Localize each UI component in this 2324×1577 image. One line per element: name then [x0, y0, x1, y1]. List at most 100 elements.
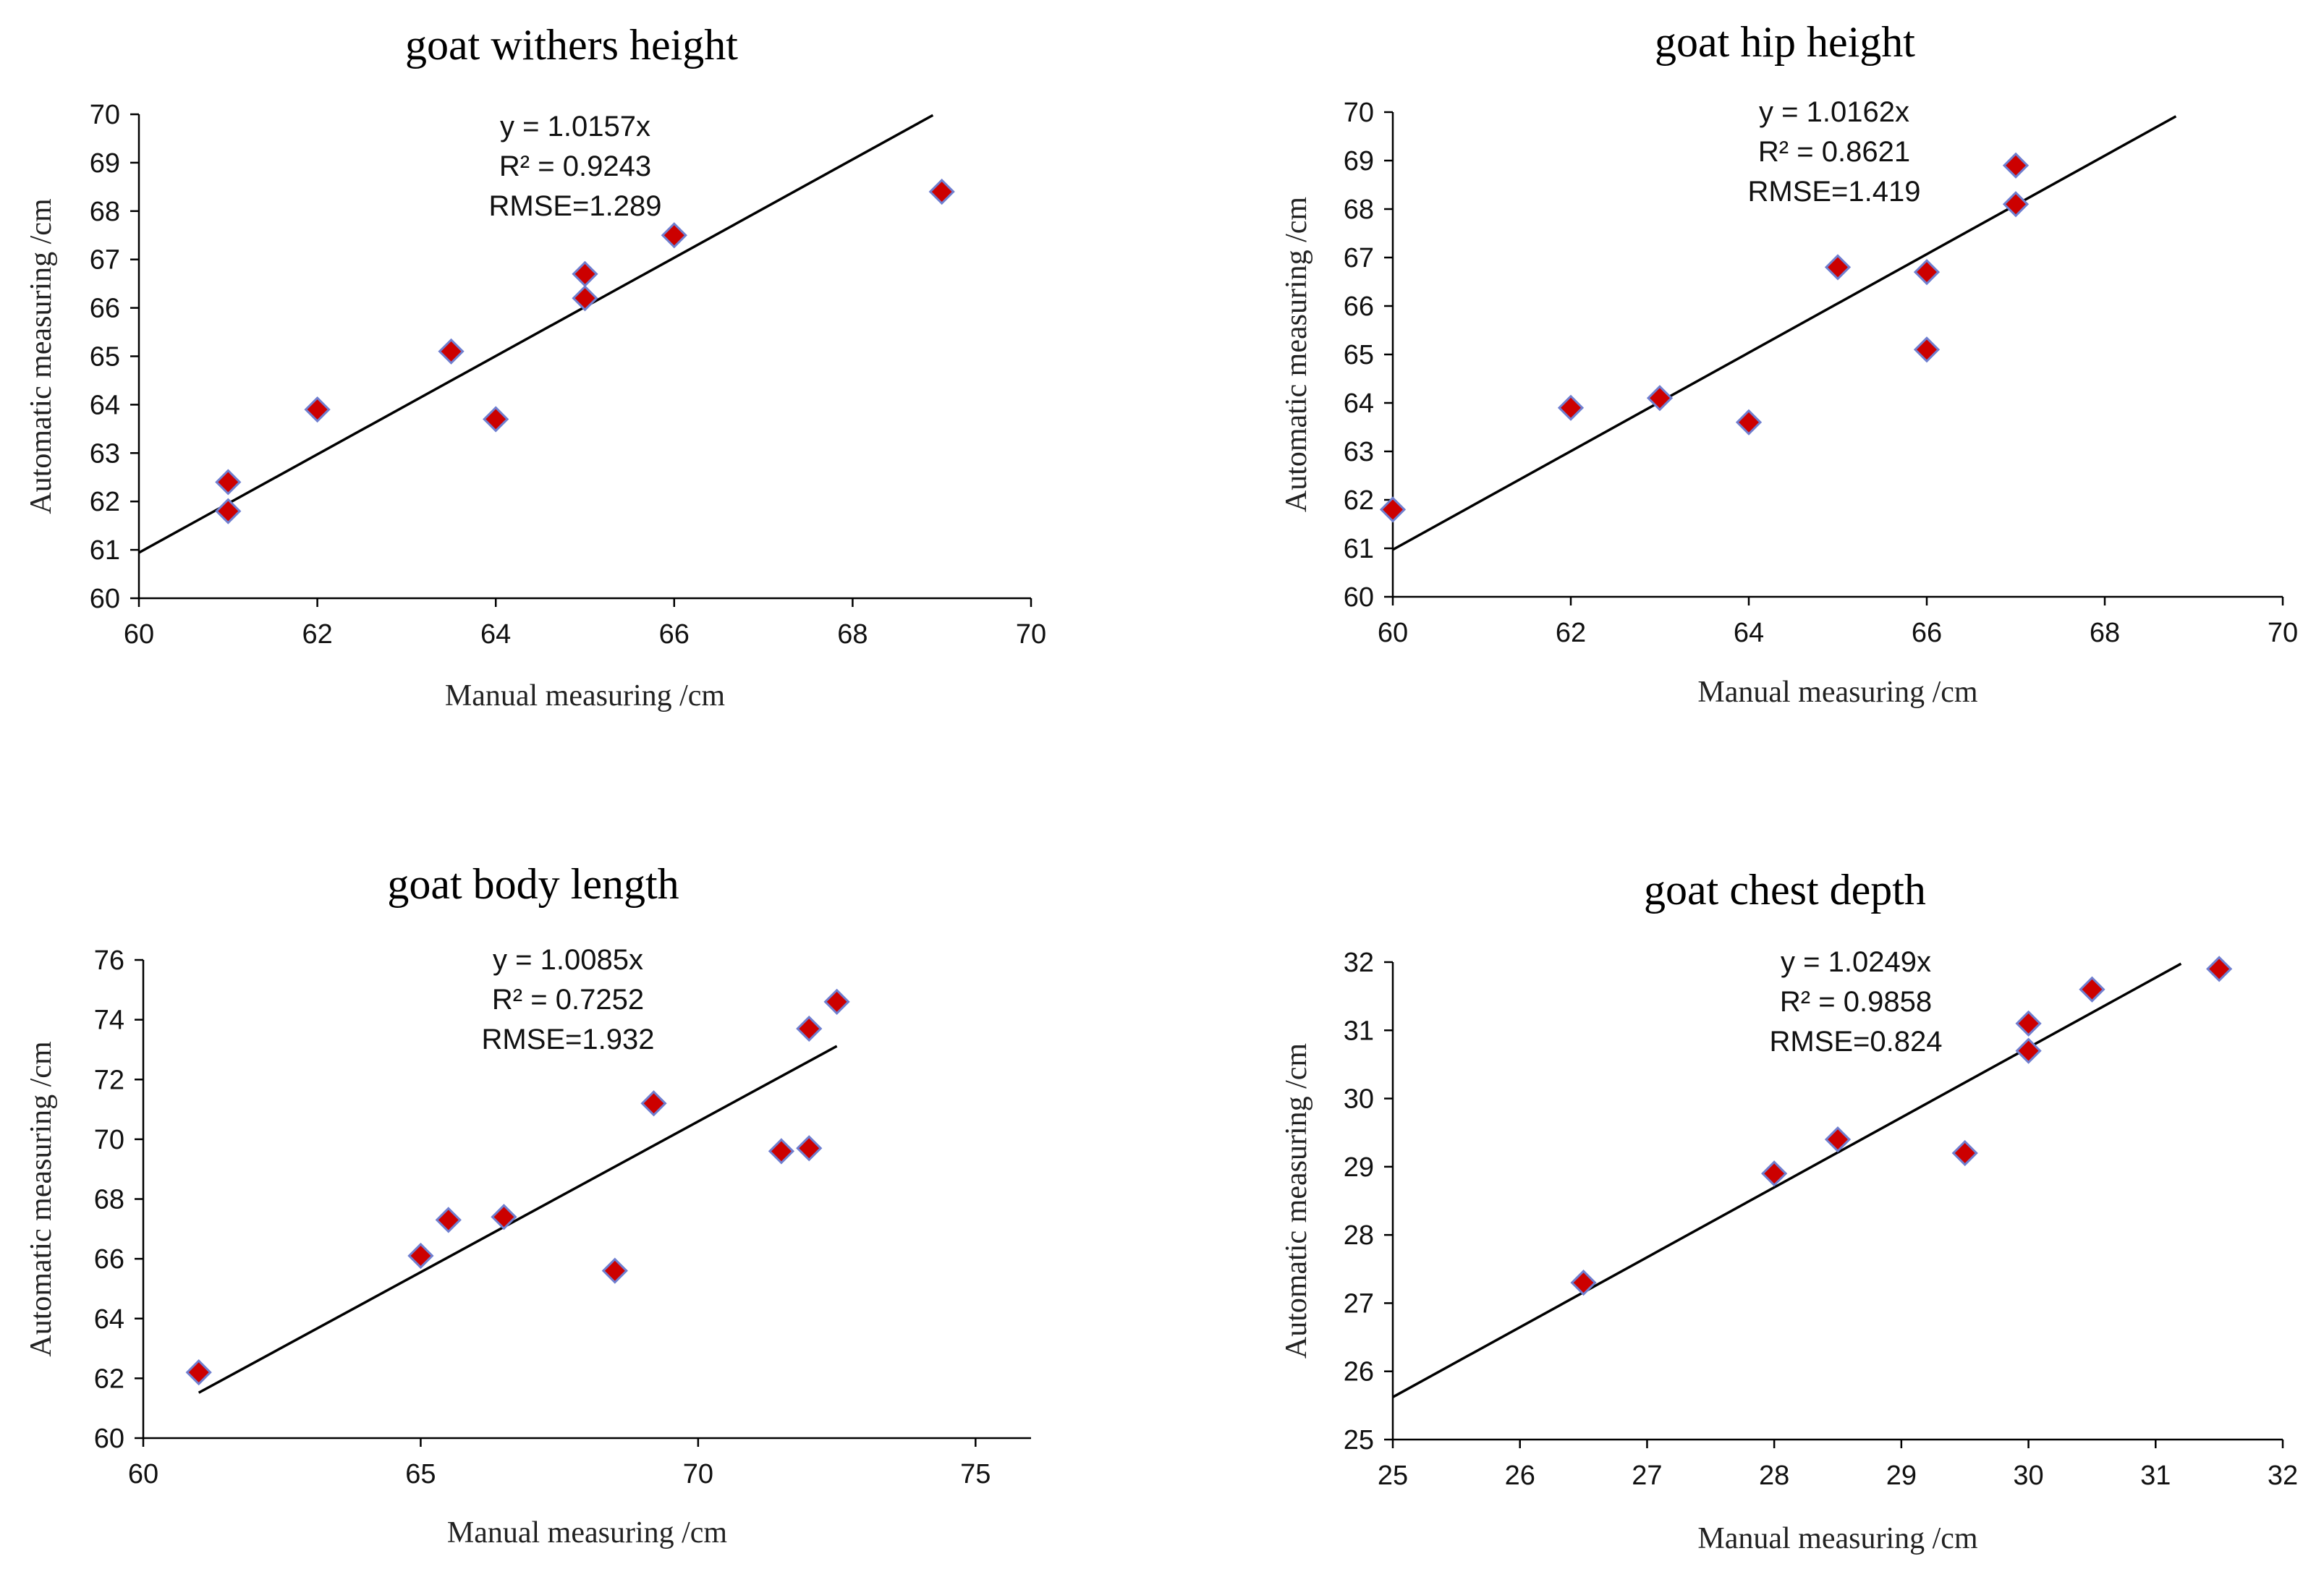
y-tick-label: 69 — [1344, 146, 1374, 177]
y-tick-label: 70 — [90, 100, 120, 130]
x-tick-label: 60 — [128, 1459, 158, 1489]
x-axis-label: Manual measuring /cm — [447, 1516, 728, 1550]
y-axis-label: Automatic measuring /cm — [25, 1041, 58, 1357]
x-axis-label: Manual measuring /cm — [1697, 1522, 1978, 1555]
y-tick-label: 66 — [94, 1244, 124, 1275]
y-tick-label: 72 — [94, 1065, 124, 1095]
y-tick-label: 65 — [1344, 340, 1374, 370]
data-point — [640, 1090, 667, 1117]
data-point — [823, 988, 850, 1015]
regression-annotation: y = 1.0085x — [493, 944, 643, 976]
regression-annotation: y = 1.0249x — [1781, 946, 1931, 978]
chart-title: goat hip height — [1655, 18, 1915, 66]
y-axis-label: Automatic measuring /cm — [25, 198, 58, 514]
x-tick-label: 66 — [1912, 618, 1942, 648]
data-point — [2015, 1010, 2042, 1037]
y-tick-label: 31 — [1344, 1016, 1374, 1046]
data-point — [796, 1015, 823, 1042]
data-point — [1951, 1139, 1978, 1167]
x-tick-label: 28 — [1759, 1461, 1789, 1491]
x-tick-label: 62 — [1556, 618, 1586, 648]
chart-title: goat body length — [387, 860, 679, 908]
data-point — [768, 1138, 795, 1165]
data-point — [1379, 496, 1407, 523]
y-tick-label: 65 — [90, 342, 120, 373]
y-tick-label: 62 — [90, 487, 120, 517]
data-point — [1913, 336, 1941, 363]
data-point — [2002, 152, 2030, 179]
data-point — [1646, 385, 1674, 412]
y-tick-label: 67 — [1344, 243, 1374, 273]
y-tick-label: 27 — [1344, 1288, 1374, 1319]
data-point — [2206, 956, 2233, 982]
trend-line — [1392, 115, 2177, 551]
regression-annotation: RMSE=0.824 — [1769, 1026, 1942, 1058]
x-tick-label: 66 — [659, 619, 690, 650]
chart-panel-1: goat withers height 60 61 62 63 64 65 66 67 68 69 7… — [25, 21, 1046, 713]
data-point — [796, 1135, 823, 1162]
x-tick-label: 70 — [2268, 618, 2298, 648]
chart-panel-3: goat body length 60 62 64 66 68 70 72 74 76 60 65 70… — [25, 860, 1031, 1550]
regression-annotation: R² = 0.8621 — [1758, 136, 1910, 168]
y-axis-label: Automatic measuring /cm — [1280, 1043, 1313, 1359]
x-tick-label: 26 — [1505, 1461, 1535, 1491]
data-point — [572, 260, 598, 287]
data-point — [435, 1207, 462, 1233]
data-point — [2015, 1037, 2042, 1064]
regression-annotation: R² = 0.9243 — [499, 150, 651, 182]
regression-annotation: RMSE=1.419 — [1747, 176, 1920, 208]
y-tick-label: 26 — [1344, 1357, 1374, 1387]
data-point — [215, 498, 242, 524]
y-tick-label: 32 — [1344, 948, 1374, 978]
y-tick-label: 70 — [1344, 98, 1374, 128]
data-point — [601, 1257, 628, 1284]
data-point — [1824, 1126, 1852, 1153]
data-point — [1824, 254, 1852, 281]
y-tick-label: 68 — [1344, 195, 1374, 225]
data-point — [661, 222, 687, 249]
data-point — [2002, 191, 2030, 218]
x-tick-label: 70 — [1016, 619, 1046, 650]
x-tick-label: 70 — [683, 1459, 713, 1489]
y-tick-label: 68 — [90, 197, 120, 227]
trend-line — [1392, 962, 2182, 1398]
y-tick-label: 66 — [1344, 292, 1374, 322]
y-tick-label: 29 — [1344, 1152, 1374, 1183]
data-point — [407, 1242, 434, 1270]
x-tick-label: 62 — [302, 619, 332, 650]
x-tick-label: 65 — [405, 1459, 436, 1489]
x-tick-label: 75 — [960, 1459, 991, 1489]
regression-annotation: R² = 0.9858 — [1780, 986, 1932, 1018]
data-point — [1761, 1160, 1788, 1187]
y-tick-label: 60 — [90, 584, 120, 614]
data-point — [1557, 394, 1585, 421]
y-tick-label: 62 — [1344, 485, 1374, 516]
y-tick-label: 74 — [94, 1006, 124, 1036]
y-tick-label: 70 — [94, 1125, 124, 1155]
data-point — [304, 396, 331, 423]
x-axis-label: Manual measuring /cm — [445, 679, 726, 713]
y-axis-label: Automatic measuring /cm — [1280, 197, 1313, 513]
y-tick-label: 62 — [94, 1364, 124, 1394]
y-tick-label: 64 — [90, 390, 120, 420]
data-point — [2079, 976, 2105, 1003]
data-point — [483, 406, 509, 433]
data-point — [438, 338, 465, 365]
data-point — [491, 1204, 517, 1230]
regression-annotation: RMSE=1.932 — [481, 1024, 654, 1055]
x-tick-label: 60 — [124, 619, 154, 650]
regression-annotation: y = 1.0157x — [500, 111, 650, 143]
x-tick-label: 31 — [2140, 1461, 2171, 1491]
regression-annotation: y = 1.0162x — [1759, 96, 1909, 128]
y-tick-label: 64 — [1344, 388, 1374, 419]
x-tick-label: 25 — [1378, 1461, 1408, 1491]
x-axis-label: Manual measuring /cm — [1697, 676, 1978, 709]
data-point — [1735, 409, 1763, 435]
y-tick-label: 61 — [1344, 534, 1374, 564]
x-tick-label: 68 — [837, 619, 868, 650]
regression-annotation: RMSE=1.289 — [488, 190, 661, 222]
y-tick-label: 60 — [1344, 582, 1374, 613]
y-tick-label: 63 — [1344, 437, 1374, 467]
x-tick-label: 64 — [480, 619, 511, 650]
